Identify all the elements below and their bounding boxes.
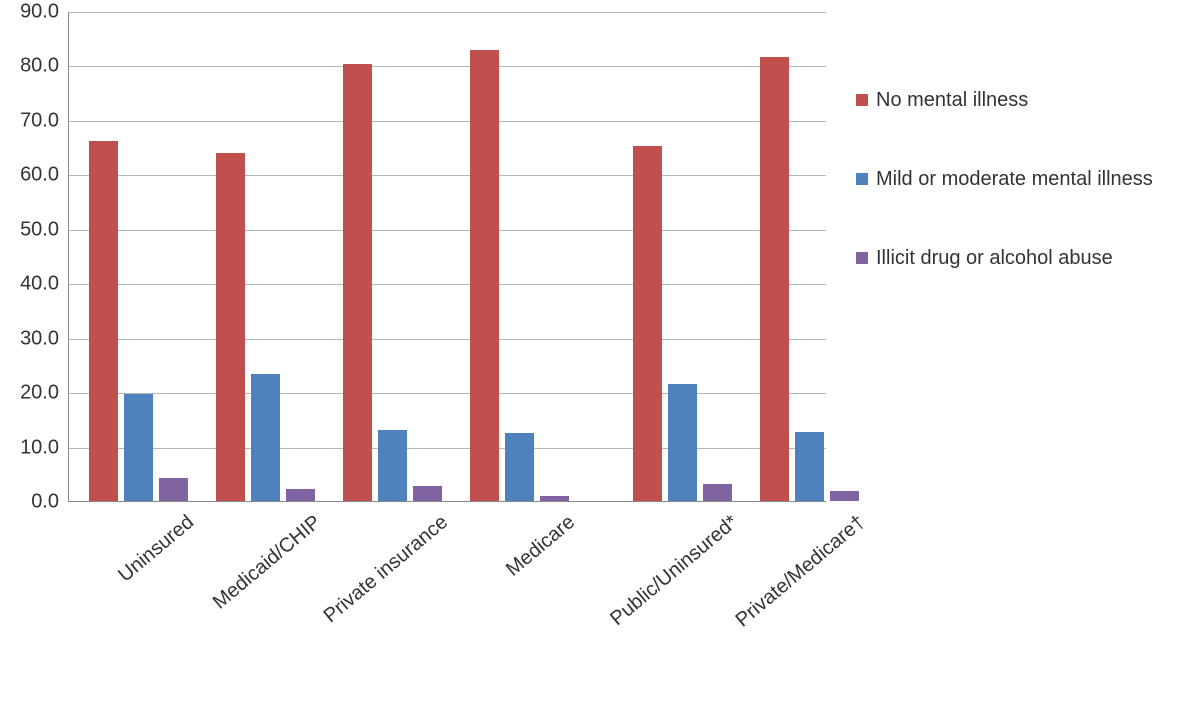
y-tick-label: 20.0: [20, 382, 69, 405]
bar: [830, 491, 859, 501]
legend-label: Mild or moderate mental illness: [876, 167, 1153, 192]
legend: No mental illness Mild or moderate mental…: [856, 88, 1153, 325]
gridline: [69, 284, 826, 285]
legend-swatch: [856, 94, 868, 106]
y-tick-label: 50.0: [20, 218, 69, 241]
x-tick-label: Private insurance: [208, 511, 453, 721]
bar: [159, 478, 188, 501]
bar: [760, 57, 789, 501]
plot-area: 0.010.020.030.040.050.060.070.080.090.0U…: [68, 12, 826, 502]
bar: [505, 433, 534, 501]
bar: [251, 374, 280, 501]
x-tick-label: Private/Medicare†: [625, 511, 870, 721]
y-tick-label: 0.0: [31, 491, 69, 514]
bar: [540, 496, 569, 501]
bar: [286, 489, 315, 501]
y-tick-label: 80.0: [20, 55, 69, 78]
bar: [703, 484, 732, 501]
legend-swatch: [856, 173, 868, 185]
bar: [470, 50, 499, 501]
bar: [378, 430, 407, 501]
bar: [89, 141, 118, 501]
gridline: [69, 121, 826, 122]
bar-chart: 0.010.020.030.040.050.060.070.080.090.0U…: [0, 0, 1200, 671]
gridline: [69, 339, 826, 340]
bar: [343, 64, 372, 501]
legend-item: No mental illness: [856, 88, 1153, 113]
x-tick-label: Medicaid/CHIP: [81, 511, 326, 721]
legend-item: Mild or moderate mental illness: [856, 167, 1153, 192]
bar: [216, 153, 245, 501]
bar: [124, 394, 153, 501]
y-tick-label: 90.0: [20, 1, 69, 24]
legend-label: No mental illness: [876, 88, 1028, 113]
y-tick-label: 40.0: [20, 273, 69, 296]
y-tick-label: 60.0: [20, 164, 69, 187]
y-tick-label: 10.0: [20, 436, 69, 459]
gridline: [69, 393, 826, 394]
gridline: [69, 230, 826, 231]
gridline: [69, 175, 826, 176]
bar: [633, 146, 662, 501]
gridline: [69, 12, 826, 13]
legend-item: Illicit drug or alcohol abuse: [856, 246, 1153, 271]
y-tick-label: 70.0: [20, 109, 69, 132]
y-tick-label: 30.0: [20, 327, 69, 350]
gridline: [69, 66, 826, 67]
gridline: [69, 448, 826, 449]
legend-label: Illicit drug or alcohol abuse: [876, 246, 1113, 271]
bar: [668, 384, 697, 501]
bar: [413, 486, 442, 501]
legend-swatch: [856, 252, 868, 264]
bar: [795, 432, 824, 501]
